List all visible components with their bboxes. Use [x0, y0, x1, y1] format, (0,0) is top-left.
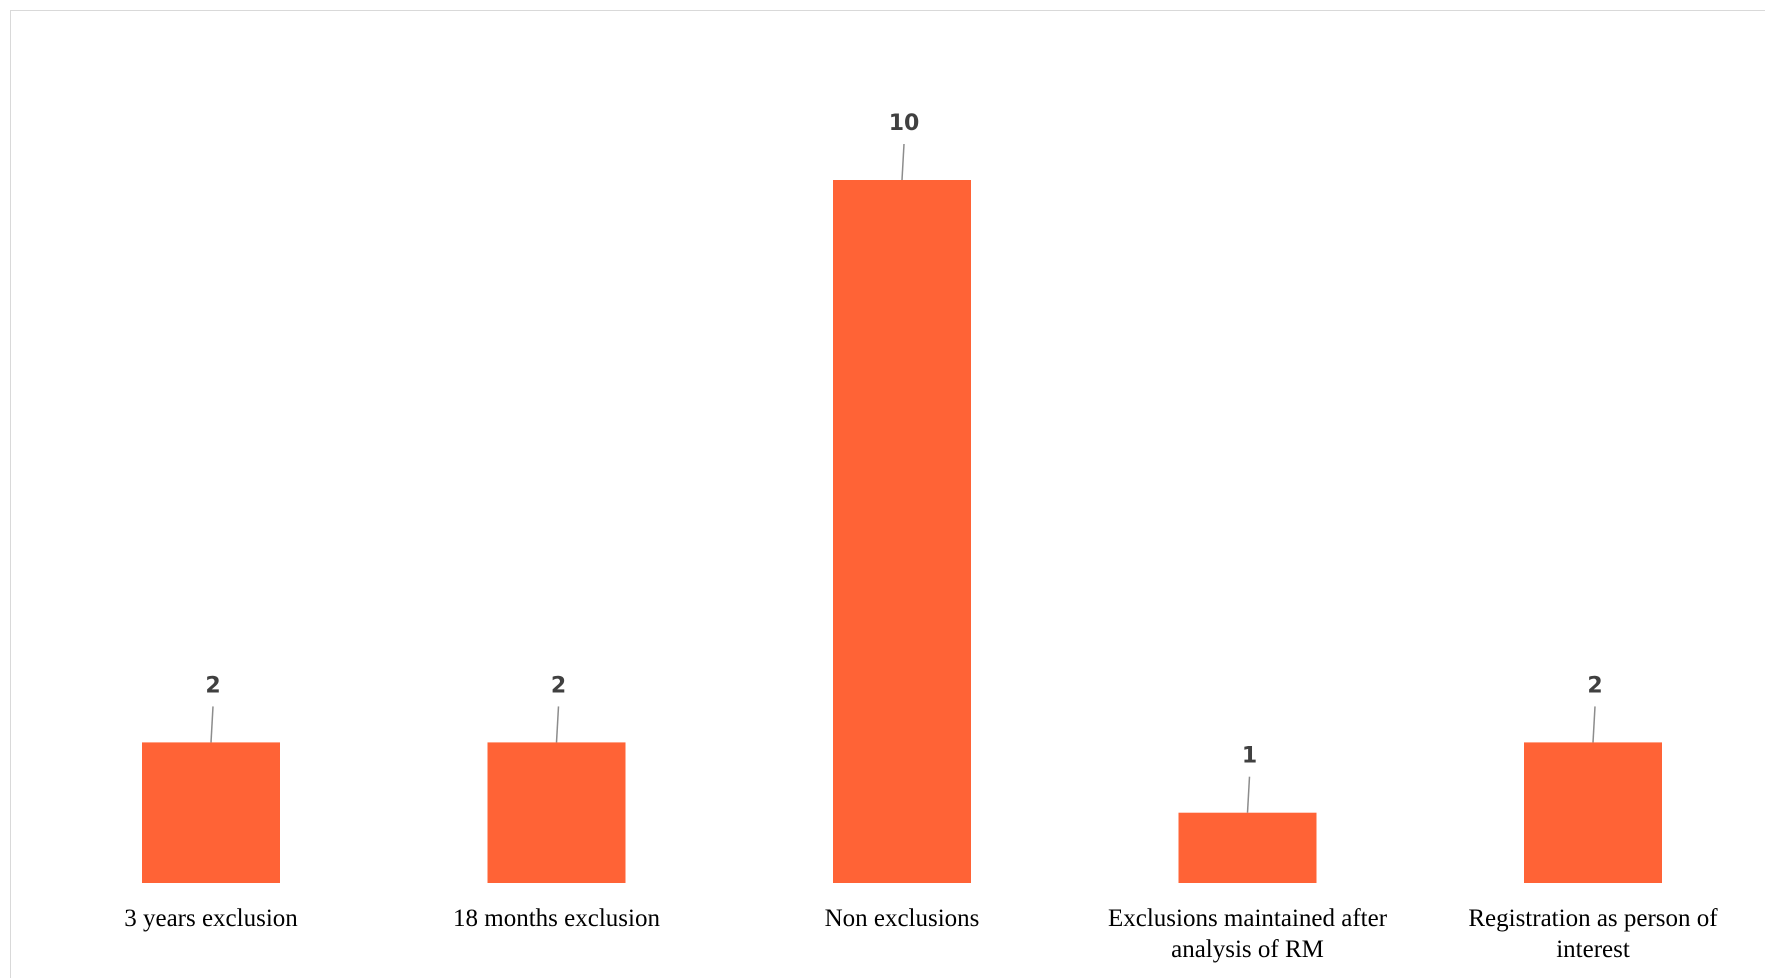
category-label-line: 3 years exclusion [124, 905, 298, 932]
category-label: Non exclusions [825, 905, 980, 932]
data-label-leader-line [210, 706, 214, 743]
data-label: 2 [1587, 673, 1602, 698]
data-label: 10 [889, 111, 920, 136]
data-label: 1 [1242, 744, 1257, 769]
bar [833, 180, 971, 883]
category-label-line: interest [1556, 936, 1630, 963]
bars-layer [142, 180, 1662, 883]
data-label-leader-line [1592, 706, 1596, 743]
category-label: Registration as person of interest [1468, 905, 1718, 963]
data-label-leader-line [555, 706, 560, 743]
data-label: 2 [205, 673, 220, 698]
category-label-line: Registration as person of [1468, 905, 1718, 932]
category-label: Exclusions maintained after analysis of R… [1108, 905, 1388, 963]
data-label: 2 [551, 673, 566, 698]
category-label-line: 18 months exclusion [453, 905, 660, 932]
category-label: 3 years exclusion [124, 905, 298, 932]
data-label-leader-line [901, 143, 905, 181]
chart-frame [10, 10, 1765, 978]
bar [142, 742, 280, 883]
category-label-line: Non exclusions [825, 905, 980, 932]
category-label: 18 months exclusion [453, 905, 660, 932]
bar [487, 742, 626, 883]
category-label-line: analysis of RM [1171, 936, 1324, 963]
category-label-line: Exclusions maintained after [1108, 905, 1388, 932]
bar [1524, 742, 1662, 883]
data-label-leader-line [1246, 776, 1251, 813]
bar [1178, 812, 1317, 883]
labels-layer: 2 3 years exclusion 2 18 months exclusion 10… [124, 111, 1718, 963]
